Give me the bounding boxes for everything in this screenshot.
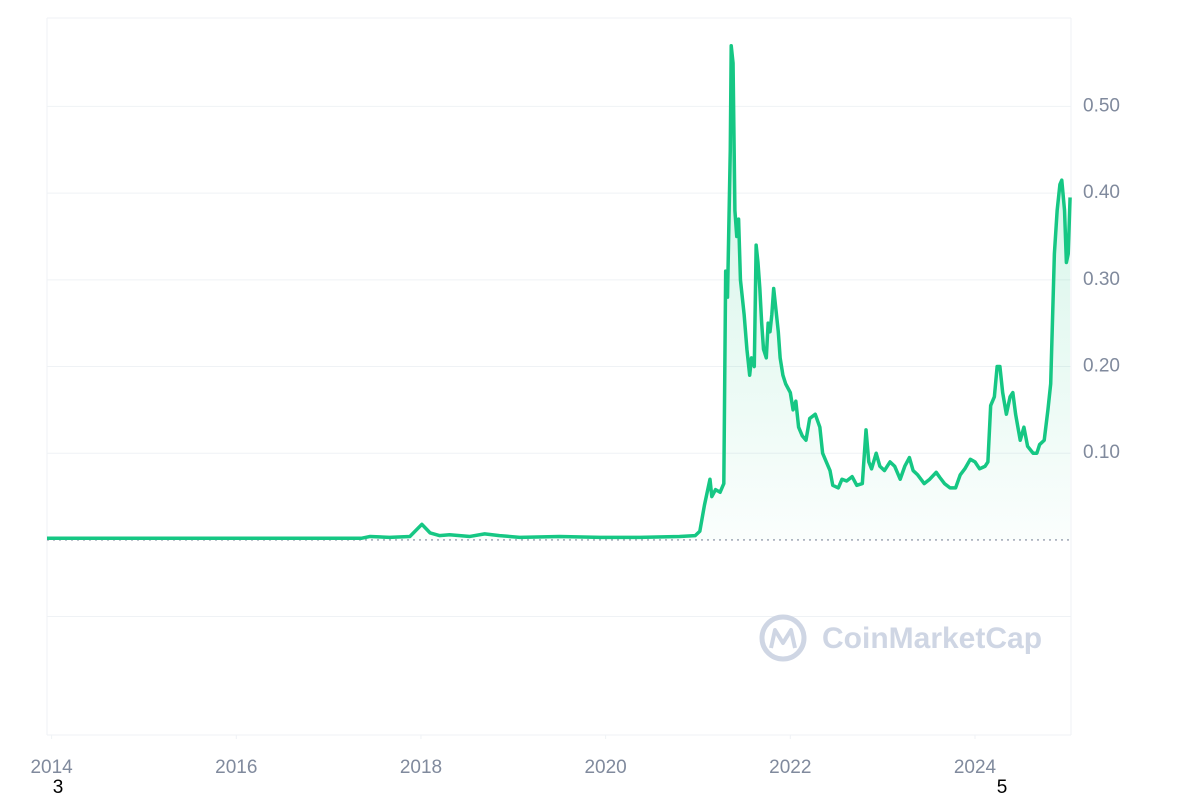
annotation: 5: [997, 777, 1008, 798]
annotation: 3: [53, 777, 64, 798]
y-tick-label: 0.30: [1083, 269, 1120, 290]
x-tick-label: 2014: [30, 757, 73, 778]
watermark-logo: [759, 614, 807, 662]
y-tick-label: 0.10: [1083, 442, 1120, 463]
price-area: [47, 45, 1071, 540]
y-tick-label: 0.50: [1083, 95, 1120, 116]
x-tick-label: 2020: [584, 757, 626, 778]
y-tick-label: 0.20: [1083, 356, 1120, 377]
x-tick-label: 2022: [769, 757, 811, 778]
y-tick-label: 0.40: [1083, 182, 1120, 203]
watermark: CoinMarketCap: [822, 622, 1042, 655]
x-tick-label: 2024: [954, 757, 997, 778]
x-tick-label: 2016: [215, 757, 257, 778]
x-tick-label: 2018: [400, 757, 442, 778]
plot: [47, 43, 1072, 540]
price-line: [47, 43, 1072, 540]
